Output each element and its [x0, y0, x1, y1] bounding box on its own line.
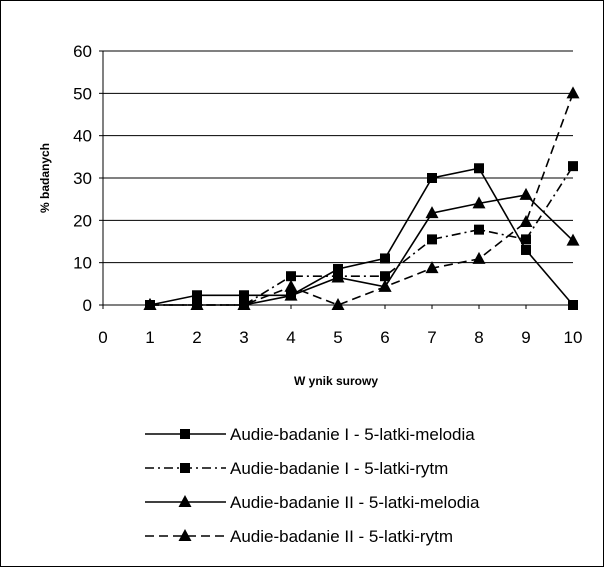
gridlines: [103, 50, 573, 264]
legend-label: Audie-badanie II - 5-latki-melodia: [230, 493, 480, 512]
x-tick-label: 6: [380, 328, 389, 347]
data-point: [566, 86, 580, 99]
data-point: [333, 264, 343, 275]
data-point: [521, 244, 531, 255]
legend-item: Audie-badanie I - 5-latki-rytm: [145, 459, 448, 478]
y-tick-label: 60: [73, 42, 92, 61]
x-tick-label: 4: [286, 328, 295, 347]
data-point: [519, 187, 533, 200]
series-line: [149, 167, 574, 306]
y-tick-label: 10: [73, 254, 92, 273]
data-point: [474, 163, 484, 174]
data-point: [380, 271, 390, 282]
data-point: [425, 261, 439, 274]
series-4: [143, 86, 580, 310]
data-point: [239, 290, 249, 301]
data-point: [425, 206, 439, 219]
y-axis-ticks: 0 10 20 30 40 50 60: [73, 42, 103, 315]
legend-marker: [178, 529, 192, 541]
data-point: [472, 251, 486, 264]
x-tick-label: 1: [145, 328, 154, 347]
data-point: [427, 173, 437, 183]
data-point: [472, 196, 486, 209]
y-tick-label: 40: [73, 127, 92, 146]
x-tick-label: 0: [98, 328, 107, 347]
legend-item: Audie-badanie II - 5-latki-melodia: [145, 493, 480, 512]
x-tick-label: 7: [427, 328, 436, 347]
data-point: [190, 298, 204, 310]
legend-label: Audie-badanie I - 5-latki-rytm: [230, 459, 448, 478]
data-point: [378, 279, 392, 292]
x-tick-label: 8: [474, 328, 483, 347]
series-layer: [143, 86, 580, 310]
data-point: [521, 234, 531, 245]
data-point: [331, 298, 345, 310]
data-point: [519, 215, 533, 228]
legend-item: Audie-badanie I - 5-latki-melodia: [145, 425, 475, 444]
y-tick-label: 30: [73, 169, 92, 188]
data-point: [143, 298, 157, 310]
legend-marker: [180, 463, 190, 473]
series-line: [150, 93, 574, 306]
data-point: [331, 270, 345, 283]
x-axis-label: W ynik surowy: [294, 374, 378, 388]
data-point: [237, 298, 251, 310]
x-axis-ticks: 0 1 2 3 4 5 6 7 8 9 10: [98, 305, 582, 347]
data-point: [568, 300, 578, 310]
legend-marker: [180, 429, 190, 439]
data-point: [284, 279, 298, 292]
legend-item: Audie-badanie II - 5-latki-rytm: [145, 527, 453, 546]
data-point: [192, 290, 202, 301]
data-point: [380, 253, 390, 264]
data-point: [284, 288, 298, 301]
y-tick-label: 0: [83, 296, 92, 315]
y-tick-label: 50: [73, 84, 92, 103]
y-axis-label: % badanych: [38, 143, 52, 213]
data-point: [427, 234, 437, 245]
x-tick-label: 5: [333, 328, 342, 347]
x-tick-label: 3: [239, 328, 248, 347]
x-tick-label: 10: [564, 328, 583, 347]
y-tick-label: 20: [73, 211, 92, 230]
legend-marker: [178, 495, 192, 507]
x-tick-label: 2: [192, 328, 201, 347]
data-point: [474, 224, 484, 235]
data-point: [566, 233, 580, 246]
legend-label: Audie-badanie II - 5-latki-rytm: [230, 527, 453, 546]
data-point: [568, 161, 578, 172]
data-point: [286, 271, 296, 282]
legend-label: Audie-badanie I - 5-latki-melodia: [230, 425, 475, 444]
legend: Audie-badanie I - 5-latki-melodia Audie-b…: [145, 425, 480, 546]
x-tick-label: 9: [521, 328, 530, 347]
